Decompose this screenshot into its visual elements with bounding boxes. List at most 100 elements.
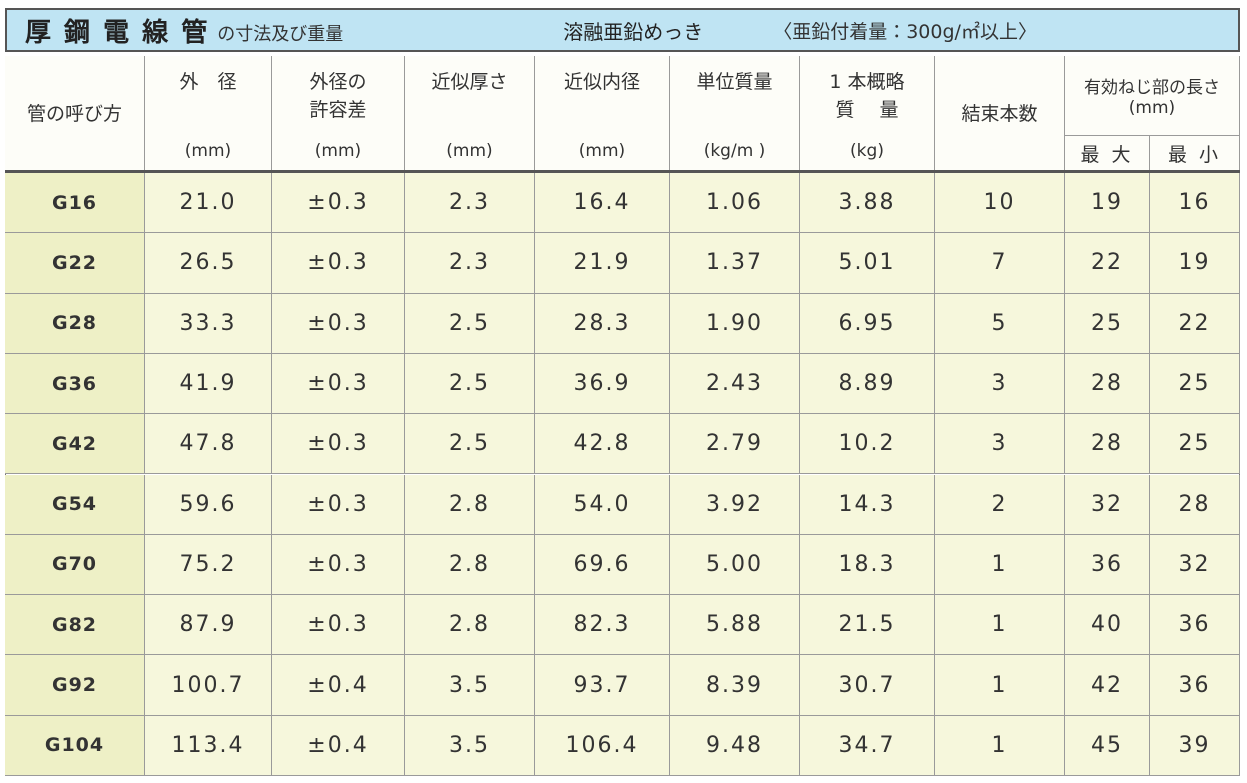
cell-value: 16.4: [573, 190, 631, 216]
header-label-group: 管の呼び方: [27, 100, 122, 128]
data-cell: 16: [1150, 173, 1240, 234]
data-cell: ±0.3: [272, 173, 405, 234]
cell-value: 2.3: [449, 190, 490, 216]
cell-value: 42: [1091, 672, 1123, 698]
cell-value: 1: [991, 732, 1008, 758]
cell-value: 2.5: [449, 371, 490, 397]
data-cell: 5.01: [800, 233, 935, 294]
data-cell: 33.3: [145, 293, 272, 354]
data-cell: 36.9: [535, 353, 670, 415]
row-label-cell: G22: [5, 233, 145, 294]
row-label-cell: G82: [5, 595, 145, 656]
cell-value: 36: [1178, 612, 1211, 638]
data-cell: 75.2: [145, 534, 272, 596]
cell-value: 6.95: [838, 310, 896, 336]
cell-value: 36: [1178, 672, 1211, 698]
data-cell: 45: [1065, 715, 1150, 776]
cell-value: 32: [1091, 491, 1123, 517]
data-cell: 18.3: [800, 534, 935, 596]
data-cell: 2.8: [405, 474, 535, 535]
cell-value: 59.6: [179, 491, 237, 517]
data-cell: 25: [1065, 293, 1150, 354]
data-cell: 42.8: [535, 414, 670, 475]
cell-value: 10: [983, 190, 1016, 216]
data-cell: 93.7: [535, 655, 670, 716]
cell-value: 28: [1091, 431, 1123, 457]
data-cell: 1: [935, 655, 1065, 716]
cell-value: 8.39: [706, 672, 763, 698]
cell-value: ±0.3: [307, 250, 369, 276]
cell-value: 2.3: [449, 250, 490, 276]
data-cell: 10: [935, 173, 1065, 234]
row-label: G22: [51, 251, 98, 274]
header-cell: 近似厚さ (mm): [405, 56, 535, 172]
header-label-group: 結束本数: [961, 100, 1037, 128]
cell-value: ±0.4: [307, 672, 369, 698]
data-cell: 8.89: [800, 353, 935, 415]
header-cell: 近似内径 (mm): [535, 56, 670, 172]
cell-value: 75.2: [179, 551, 237, 577]
header-label: (mm): [1128, 98, 1176, 118]
cell-value: 42.8: [573, 431, 631, 457]
header-label: 単位質量: [696, 71, 773, 93]
data-cell: 6.95: [800, 293, 935, 354]
data-cell: ±0.3: [272, 353, 405, 415]
header-label-group: 外 径: [179, 68, 236, 96]
cell-value: 82.3: [573, 612, 631, 638]
header-unit: (mm): [184, 141, 232, 161]
header-label: 外径の: [309, 71, 367, 93]
data-cell: 34.7: [800, 715, 935, 776]
data-cell: 69.6: [535, 534, 670, 596]
data-cell: 2.8: [405, 595, 535, 656]
cell-value: 1: [991, 551, 1008, 577]
data-cell: 2.43: [670, 353, 800, 415]
cell-value: 2.8: [449, 551, 490, 577]
cell-value: 25: [1178, 371, 1211, 397]
cell-value: 25: [1178, 431, 1211, 457]
data-cell: 28.3: [535, 293, 670, 354]
data-cell: 2.5: [405, 414, 535, 475]
cell-value: 21.5: [838, 612, 896, 638]
title: 厚 鋼 電 線 管: [25, 17, 210, 48]
header-label: 質 量: [835, 99, 899, 121]
data-cell: 3: [935, 414, 1065, 475]
data-cell: 2.5: [405, 293, 535, 354]
subtitle: の寸法及び重量: [217, 24, 344, 45]
cell-value: ±0.3: [307, 371, 369, 397]
row-label-cell: G70: [5, 534, 145, 596]
data-cell: 82.3: [535, 595, 670, 656]
cell-value: 1.06: [706, 190, 763, 216]
data-cell: 2.3: [405, 173, 535, 234]
data-cell: 16.4: [535, 173, 670, 234]
header-label: 有効ねじ部の長さ: [1084, 78, 1220, 98]
header-unit: (kg): [850, 141, 884, 161]
cell-value: 87.9: [179, 612, 237, 638]
data-cell: 2.8: [405, 534, 535, 596]
cell-value: 9.48: [706, 732, 763, 758]
data-cell: 21.9: [535, 233, 670, 294]
cell-value: 33.3: [179, 310, 237, 336]
data-cell: 19: [1150, 233, 1240, 294]
cell-value: 2.79: [706, 431, 763, 457]
data-cell: 36: [1065, 534, 1150, 596]
cell-value: ±0.3: [307, 190, 369, 216]
cell-value: 3.5: [449, 732, 490, 758]
cell-value: 3.92: [706, 491, 763, 517]
row-label-cell: G36: [5, 353, 145, 415]
cell-value: 21.0: [179, 190, 237, 216]
cell-value: 1: [991, 672, 1008, 698]
data-cell: 2: [935, 474, 1065, 535]
finish: 溶融亜鉛めっき: [563, 19, 704, 44]
cell-value: 26.5: [179, 250, 237, 276]
cell-value: 10.2: [838, 431, 896, 457]
cell-value: 45: [1091, 732, 1123, 758]
header-sublabel: 最 小: [1167, 144, 1222, 166]
cell-value: 5.88: [706, 612, 763, 638]
cell-value: 3.5: [449, 672, 490, 698]
data-cell: 22: [1150, 293, 1240, 354]
header-cell: 外径の 許容差 (mm): [272, 56, 405, 172]
data-cell: 32: [1150, 534, 1240, 596]
row-label-cell: G92: [5, 655, 145, 716]
cell-value: 47.8: [179, 431, 237, 457]
